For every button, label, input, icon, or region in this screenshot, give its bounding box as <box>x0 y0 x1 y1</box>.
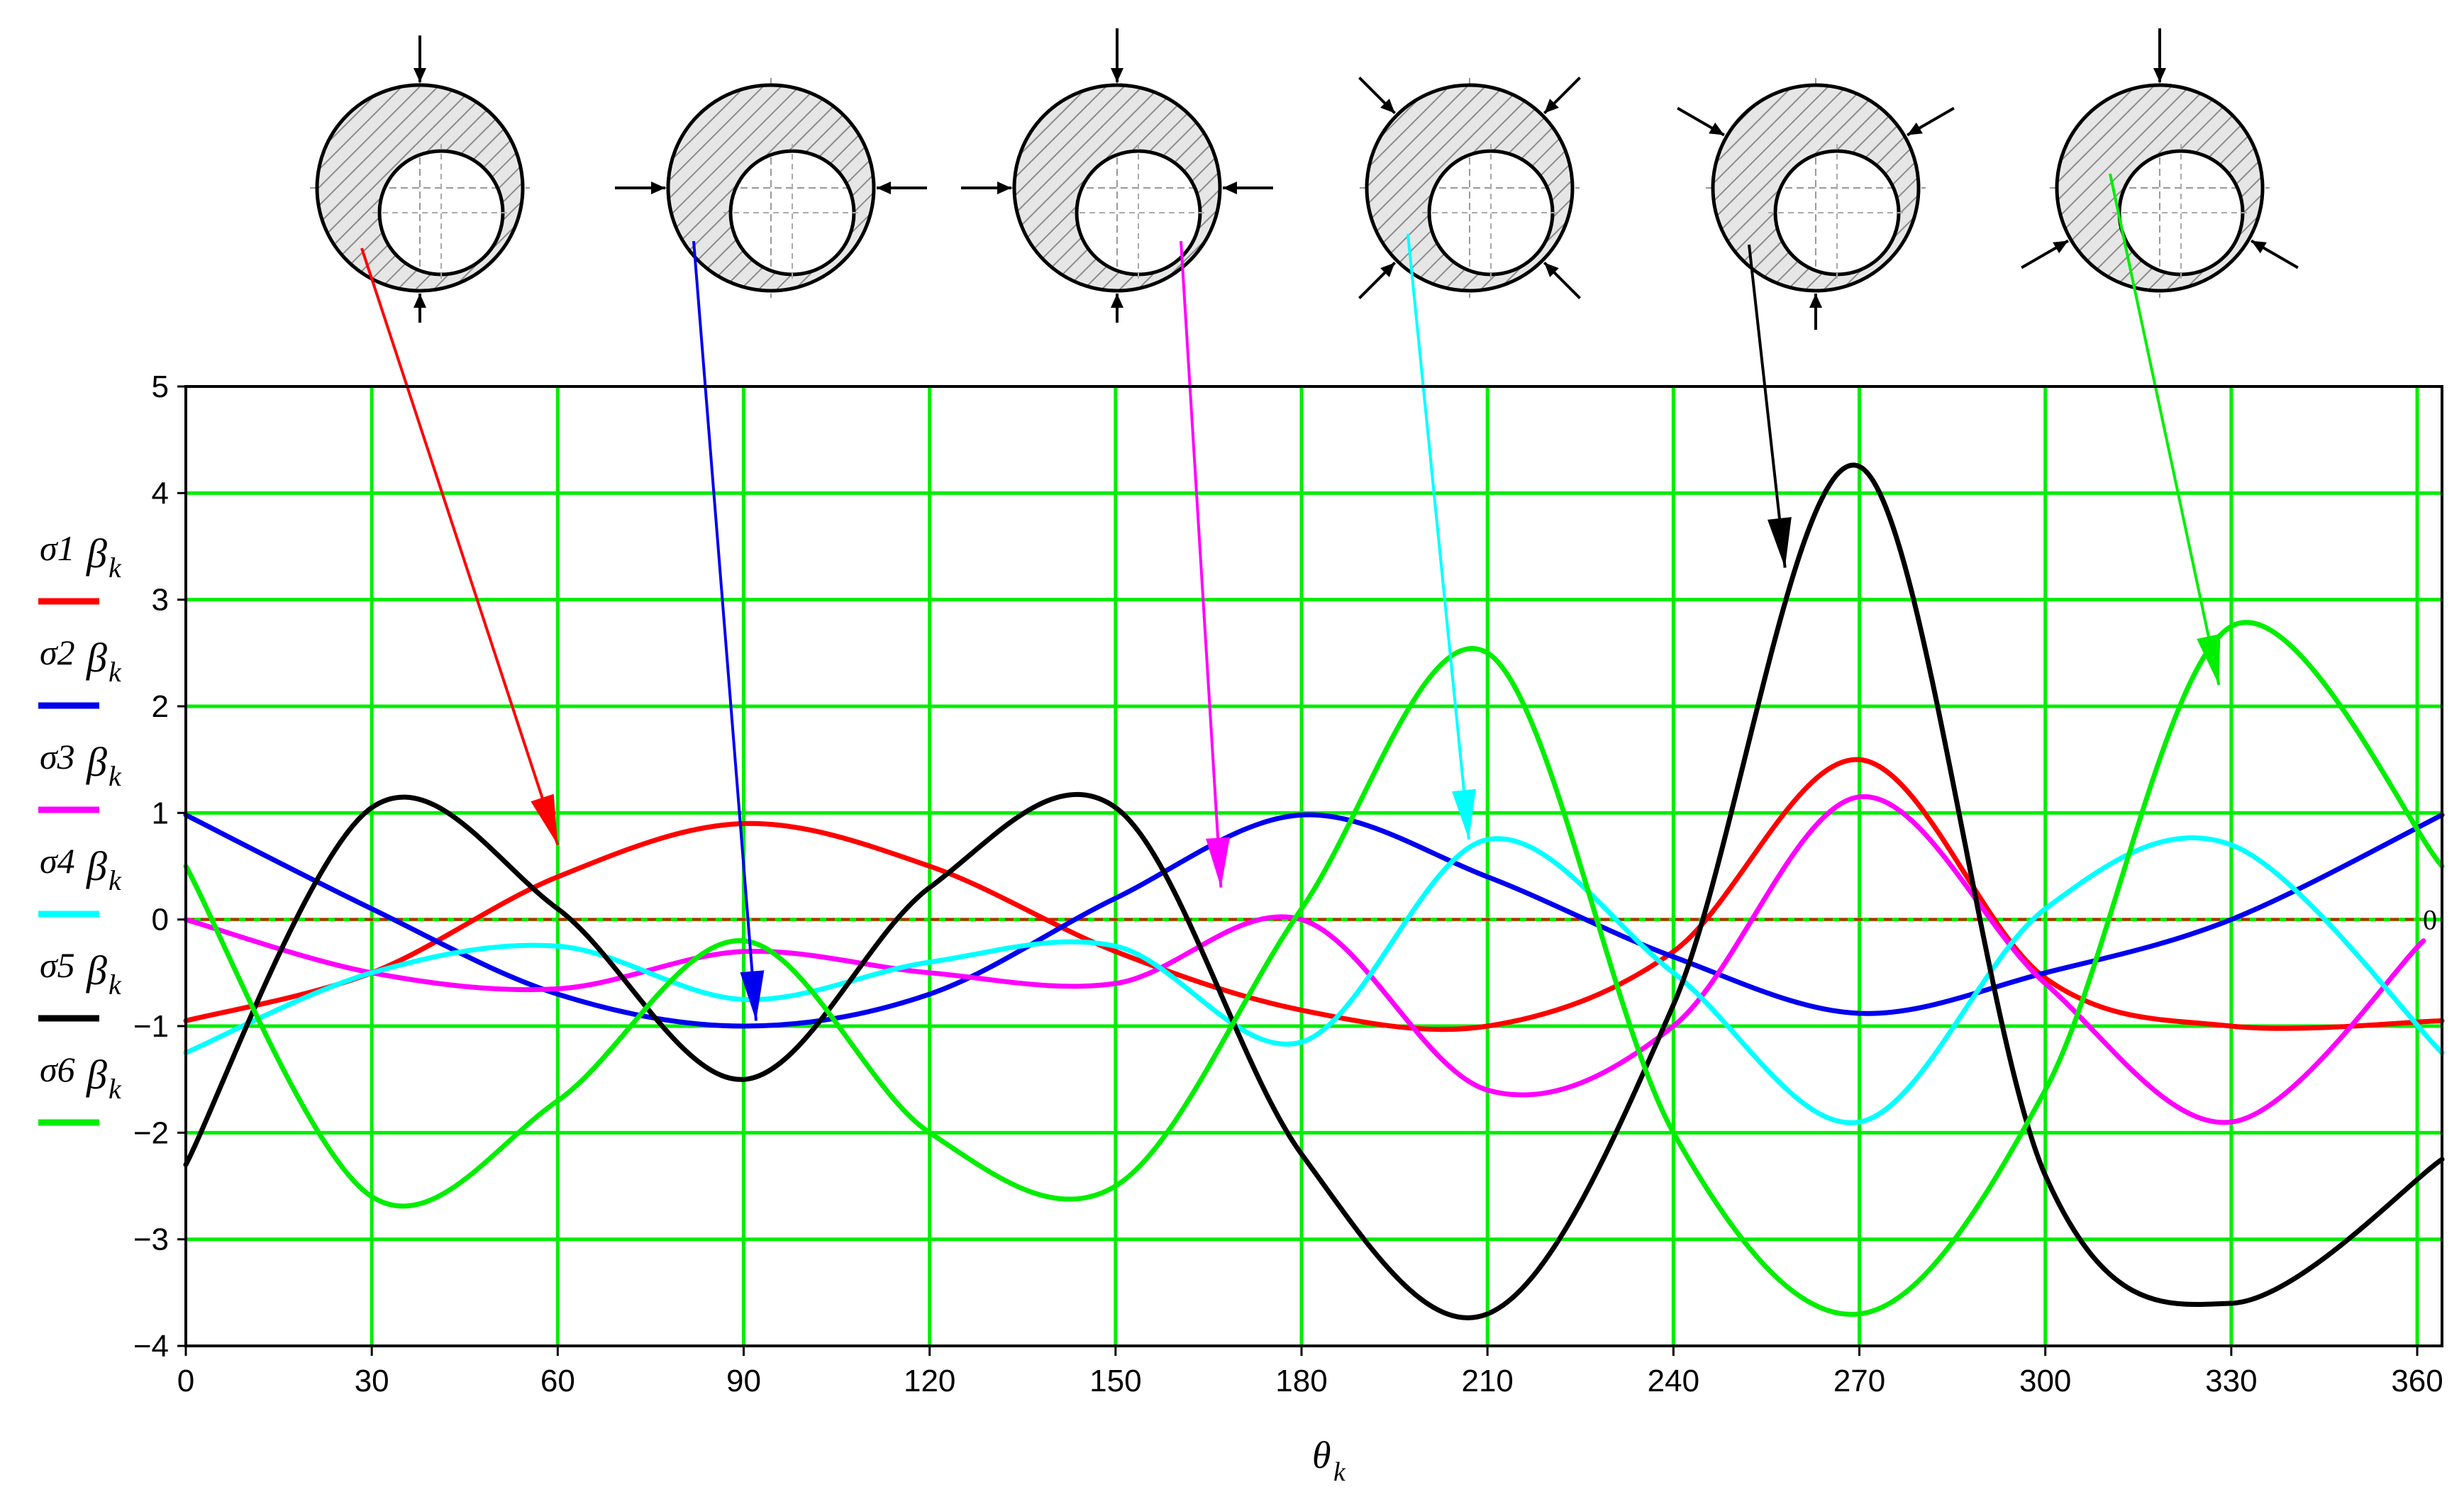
load-case-3-load-arrow-1-head <box>1111 294 1123 308</box>
x-axis-label-sub: k <box>1333 1457 1346 1487</box>
x-tick-label-4: 120 <box>904 1364 955 1398</box>
zero-line-label: 0 <box>2423 904 2437 936</box>
load-case-4-load-arrow-0-head <box>1380 99 1395 113</box>
load-case-1-load-arrow-1-head <box>414 294 426 308</box>
y-tick-label-8: −3 <box>133 1223 169 1257</box>
series-line-6 <box>183 620 2445 1318</box>
load-case-2-icon <box>615 78 927 298</box>
legend-label-1: σ1 <box>40 528 75 568</box>
annotation-arrow-6-shaft <box>2109 173 2221 686</box>
load-case-4-load-arrow-3-head <box>1544 262 1559 277</box>
legend-k-6: k <box>109 1073 122 1105</box>
legend-k-3: k <box>109 760 122 792</box>
annotation-arrow-2-head <box>740 970 765 1021</box>
load-case-6-load-arrow-1-head <box>2053 240 2068 254</box>
load-case-6-load-arrow-0-head <box>2153 68 2166 82</box>
load-case-5-load-arrow-2-head <box>1809 294 1822 308</box>
x-axis-label: θ <box>1312 1434 1331 1476</box>
annotation-arrow-5-shaft <box>1748 244 1787 568</box>
x-tick-label-3: 90 <box>726 1364 761 1398</box>
legend-label-4: σ4 <box>40 841 75 881</box>
load-icons-group <box>310 28 2299 330</box>
annotation-arrow-3-head <box>1206 837 1231 888</box>
y-tick-label-2: 3 <box>152 583 169 618</box>
y-tick-label-9: −4 <box>133 1329 169 1364</box>
legend-k-2: k <box>109 656 122 688</box>
annotation-arrow-6-head <box>2197 633 2221 685</box>
load-case-6-load-arrow-2-head <box>2251 240 2267 254</box>
y-tick-label-6: −1 <box>133 1009 169 1044</box>
annotation-arrow-1-head <box>531 794 558 845</box>
x-tick-label-1: 30 <box>355 1364 389 1398</box>
y-tick-label-5: 0 <box>152 903 169 937</box>
y-tick-label-0: 5 <box>152 369 169 404</box>
y-tick-label-7: −2 <box>133 1115 169 1150</box>
legend-beta-3: β <box>86 739 107 785</box>
annotation-arrow-5-head <box>1767 517 1792 568</box>
load-case-5-icon <box>1677 78 1955 330</box>
x-tick-label-5: 150 <box>1089 1364 1141 1398</box>
load-case-3-load-arrow-2-head <box>997 182 1011 194</box>
load-case-4-icon <box>1358 77 1581 299</box>
x-tick-label-0: 0 <box>177 1364 194 1398</box>
legend-k-4: k <box>109 864 122 896</box>
plot-area <box>186 386 2442 1346</box>
load-case-4-load-arrow-2-head <box>1380 262 1395 277</box>
load-case-3-load-arrow-0-head <box>1111 68 1123 82</box>
legend-beta-6: β <box>86 1052 107 1098</box>
legend: σ1 β kσ2 β kσ3 β kσ4 β kσ5 β kσ6 β k <box>38 528 122 1126</box>
annotation-arrow-1-shaft <box>360 247 560 846</box>
x-tick-label-8: 240 <box>1648 1364 1699 1398</box>
annotation-arrow-3-shaft <box>1180 240 1223 888</box>
legend-beta-2: β <box>86 635 107 681</box>
x-tick-label-9: 270 <box>1833 1364 1885 1398</box>
x-tick-label-2: 60 <box>540 1364 575 1398</box>
legend-k-5: k <box>109 969 122 1001</box>
legend-label-2: σ2 <box>40 633 75 672</box>
load-case-2-load-arrow-1-head <box>877 182 891 194</box>
annotation-arrow-4-shaft <box>1406 233 1470 840</box>
x-tick-label-6: 180 <box>1275 1364 1327 1398</box>
series-lines <box>183 462 2445 1320</box>
load-case-3-icon <box>961 28 1273 323</box>
legend-label-6: σ6 <box>40 1050 75 1089</box>
annotation-arrow-4-head <box>1452 789 1476 840</box>
load-case-5-load-arrow-1-head <box>1907 122 1923 135</box>
annotation-arrow-2-shaft <box>692 240 757 1021</box>
axes: 0 30 60 90 120 150 180 210 240 270 300 330 360543210… <box>133 369 2443 1487</box>
legend-beta-4: β <box>86 843 107 889</box>
legend-label-3: σ3 <box>40 737 75 776</box>
load-case-4-load-arrow-1-head <box>1544 99 1559 113</box>
legend-beta-1: β <box>86 530 107 577</box>
plot-frame <box>184 385 2443 1347</box>
series-line-2 <box>183 812 2445 1029</box>
series-line-5 <box>183 462 2445 1320</box>
load-case-6-icon <box>2021 28 2299 298</box>
plot-background <box>186 386 2442 1346</box>
load-case-5-load-arrow-0-head <box>1709 122 1724 135</box>
x-tick-label-11: 330 <box>2205 1364 2257 1398</box>
series-line-4 <box>183 835 2445 1125</box>
y-tick-label-3: 2 <box>152 689 169 724</box>
legend-beta-5: β <box>86 947 107 993</box>
x-tick-label-12: 360 <box>2391 1364 2443 1398</box>
y-tick-label-1: 4 <box>152 476 169 511</box>
x-tick-label-10: 300 <box>2019 1364 2071 1398</box>
load-case-1-load-arrow-0-head <box>414 68 426 82</box>
annotation-arrows <box>360 173 2221 1021</box>
x-tick-label-7: 210 <box>1461 1364 1513 1398</box>
load-case-2-load-arrow-0-head <box>651 182 665 194</box>
y-tick-label-4: 1 <box>152 796 169 830</box>
legend-label-5: σ5 <box>40 945 75 985</box>
load-case-1-icon <box>310 35 530 323</box>
load-case-3-load-arrow-3-head <box>1223 182 1237 194</box>
legend-k-1: k <box>109 552 122 584</box>
